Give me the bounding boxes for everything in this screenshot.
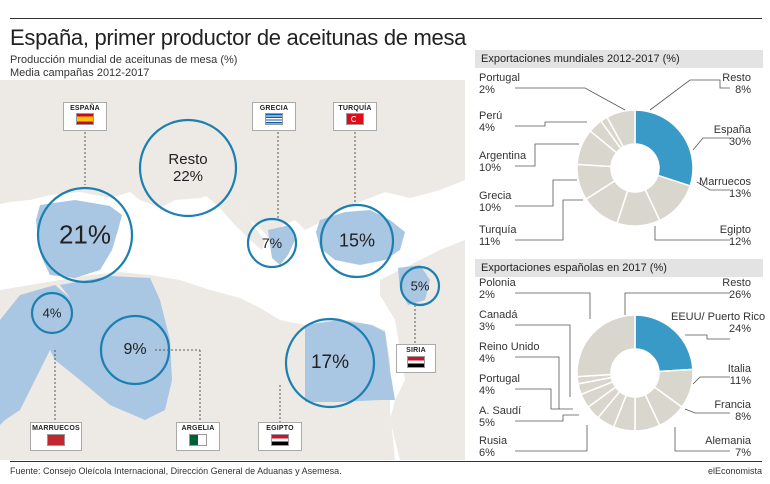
bubble-label-turkey: 15% <box>338 230 376 251</box>
label-resto: Resto 8% <box>722 72 751 96</box>
bubble-label-resto-name: Resto <box>168 151 208 168</box>
label-polonia: Polonia 2% <box>479 277 516 301</box>
bubble-label-spain: 21% <box>58 219 112 250</box>
pie2-leader-line <box>515 388 573 410</box>
morocco-flag <box>47 434 65 446</box>
bubble-egypt <box>284 317 376 409</box>
bubble-spain <box>36 186 134 284</box>
greece-shape <box>268 225 295 265</box>
top-rule <box>10 18 762 19</box>
bubble-resto <box>138 118 238 218</box>
spain-flag <box>76 113 94 125</box>
algeria-flag <box>189 434 207 446</box>
bubble-label-algeria: 9% <box>123 341 147 358</box>
bubble-label-resto-value: 22% <box>172 168 204 185</box>
pie2-leader-line <box>515 414 579 422</box>
label-francia: Francia 8% <box>714 399 751 423</box>
label-rusia: Rusia 6% <box>479 435 508 459</box>
pie1-leader-line <box>654 226 730 241</box>
pie1-leader-line <box>515 199 583 241</box>
pie1-leader-line <box>515 121 587 127</box>
world-slice-españa <box>634 109 694 187</box>
map-leader-lines <box>54 120 416 422</box>
label-espana: España 30% <box>713 124 751 148</box>
map-svg <box>0 80 465 460</box>
turkey-shape <box>316 210 405 265</box>
pie1-leader-line <box>692 137 730 151</box>
egypt-shape <box>305 320 395 402</box>
pie2-leader-line <box>515 425 588 452</box>
pie1-leader-line <box>696 181 730 191</box>
spain-slice-eeuu-puerto-rico <box>634 314 694 373</box>
bottom-rule <box>10 461 762 462</box>
bubble-algeria <box>99 314 171 386</box>
bubble-label-syria: 5% <box>410 278 430 294</box>
syria-shape <box>398 265 430 305</box>
brand-logo-text: elEconomista <box>707 466 762 476</box>
world-exports-panel: Exportaciones mundiales 2012-2017 (%) Po… <box>475 50 763 250</box>
label-turquia: Turquía 11% <box>479 224 517 248</box>
bubble-label-greece: 7% <box>261 235 283 251</box>
map-bubbles <box>30 118 441 409</box>
spain-exports-pie <box>515 292 730 452</box>
bubble-label-resto: Resto 22% <box>168 151 207 185</box>
source-note: Fuente: Consejo Oleícola Internacional, … <box>10 466 342 476</box>
subtitle: Producción mundial de aceitunas de mesa … <box>10 54 238 66</box>
label-marruecos: Marruecos 13% <box>699 176 751 200</box>
label-alemania: Alemania 7% <box>705 435 751 459</box>
bubble-morocco <box>30 291 74 335</box>
label-reino-unido: Reino Unido 4% <box>479 341 540 365</box>
pie2-leader-line <box>692 376 730 385</box>
pie2-leader-line <box>515 324 571 397</box>
bubble-label-morocco: 4% <box>42 305 62 321</box>
pie2-leader-line <box>684 408 730 414</box>
world-slice-resto <box>606 109 636 148</box>
label-portugal: Portugal 2% <box>479 72 520 96</box>
spain-slice-resto <box>576 314 636 378</box>
world-exports-pie <box>515 79 730 241</box>
pie2-leader-line <box>624 292 730 315</box>
bubble-greece <box>246 217 298 269</box>
pie1-leader-line <box>515 179 577 207</box>
bubble-turkey <box>319 203 395 279</box>
label-resto-es: Resto 26% <box>722 277 751 301</box>
label-egipto: Egipto 12% <box>719 224 751 248</box>
spain-exports-panel: Exportaciones españolas en 2017 (%) Polo… <box>475 259 766 459</box>
spain-shape <box>36 200 122 278</box>
egypt-flag <box>271 434 289 446</box>
label-argentina: Argentina 10% <box>479 150 527 174</box>
label-canada: Canadá 3% <box>479 309 518 333</box>
pie2-leader-line <box>685 334 730 340</box>
mediterranean-map: ESPAÑA GRECIA TURQUÍA SIRIA MARRUECOS AR… <box>0 80 465 460</box>
pie1-leader-line <box>649 79 730 111</box>
label-grecia: Grecia 10% <box>479 190 512 214</box>
morocco-shape <box>0 285 70 425</box>
pie1-leader-line <box>515 143 579 167</box>
pie1-leader-line <box>515 87 626 111</box>
label-eeuu: EEUU/ Puerto Rico 24% <box>671 311 766 335</box>
syria-flag <box>407 356 425 368</box>
bubble-syria <box>399 265 441 307</box>
pie2-leader-line <box>515 356 560 409</box>
greece-flag <box>265 113 283 125</box>
country-label-egypt: EGIPTO <box>258 422 302 451</box>
label-a-saudi: A. Saudí 5% <box>479 405 522 429</box>
label-peru: Perú 4% <box>479 110 503 134</box>
world-exports-title: Exportaciones mundiales 2012-2017 (%) <box>475 50 763 68</box>
pie2-leader-line <box>515 292 591 319</box>
bubble-label-egypt: 17% <box>310 352 350 373</box>
levant-land <box>380 180 465 460</box>
italy-shape <box>200 180 265 250</box>
turkey-flag <box>346 113 364 125</box>
page-title: España, primer productor de aceitunas de… <box>10 25 467 50</box>
pie2-leader-line <box>674 427 730 452</box>
label-portugal-es: Portugal 4% <box>479 373 520 397</box>
spain-exports-title: Exportaciones españolas en 2017 (%) <box>475 259 763 277</box>
label-italia: Italia 11% <box>727 363 751 387</box>
subtitle-period: Media campañas 2012-2017 <box>10 67 150 79</box>
